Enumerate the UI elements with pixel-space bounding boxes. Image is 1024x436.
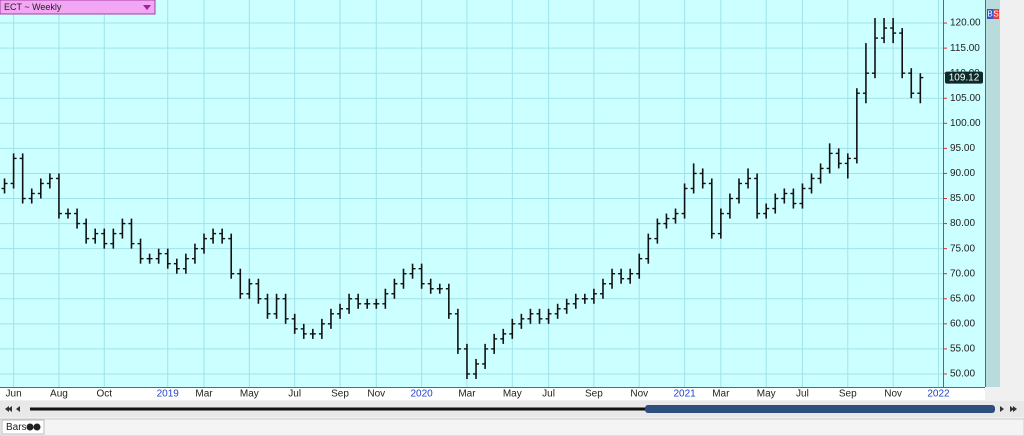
y-tick-label: 75.00	[950, 243, 975, 254]
y-tick-label: 100.00	[950, 118, 981, 129]
bars	[1, 18, 924, 379]
x-tick-label: Sep	[585, 389, 603, 400]
y-tick-label: 70.00	[950, 268, 975, 279]
title-box[interactable]	[0, 0, 156, 15]
y-tick-label: 95.00	[950, 143, 975, 154]
x-tick-label: Mar	[195, 389, 213, 400]
y-tick-label: 90.00	[950, 168, 975, 179]
x-tick-label: Oct	[96, 389, 112, 400]
buy-label: B	[987, 10, 992, 19]
x-tick-label: Jul	[542, 389, 555, 400]
scroll-track	[30, 407, 990, 411]
scroll-left[interactable]	[16, 406, 20, 412]
y-tick-label: 60.00	[950, 318, 975, 329]
side-panel	[985, 0, 1000, 387]
x-tick-label: 2022	[927, 389, 950, 400]
sell-label: S	[993, 10, 998, 19]
x-tick-label: Mar	[458, 389, 476, 400]
chart-title: ECT ~ Weekly	[4, 2, 62, 12]
scroll-start[interactable]	[5, 406, 12, 412]
y-tick-label: 80.00	[950, 218, 975, 229]
tab-icon	[26, 423, 34, 431]
scroll-end[interactable]	[1010, 406, 1017, 412]
x-tick-label: 2019	[157, 389, 180, 400]
dropdown-arrow[interactable]	[143, 5, 151, 10]
y-tick-label: 50.00	[950, 369, 975, 380]
x-tick-label: May	[240, 389, 259, 400]
status-bar	[0, 418, 1024, 436]
x-tick-label: Nov	[630, 389, 648, 400]
x-tick-label: Aug	[50, 389, 68, 400]
x-tick-label: May	[757, 389, 776, 400]
buy-button[interactable]	[987, 9, 993, 19]
last-price-box	[945, 71, 983, 84]
scroll-right[interactable]	[1000, 406, 1004, 412]
x-tick-label: Nov	[367, 389, 385, 400]
grid	[0, 0, 943, 387]
x-tick-label: Jun	[6, 389, 22, 400]
x-tick-label: Mar	[712, 389, 730, 400]
y-tick-label: 85.00	[950, 193, 975, 204]
bars-label: Bars	[6, 422, 27, 433]
scroll-thumb[interactable]	[645, 405, 995, 413]
x-tick-label: Jul	[796, 389, 809, 400]
y-tick-label: 105.00	[950, 93, 981, 104]
last-price-label: 109.12	[949, 73, 980, 84]
x-tick-label: Sep	[839, 389, 857, 400]
y-tick-label: 115.00	[950, 43, 980, 54]
x-tick-label: 2021	[673, 389, 696, 400]
y-tick-label: 120.00	[950, 18, 981, 29]
x-tick-label: 2020	[411, 389, 434, 400]
x-tick-label: Nov	[884, 389, 902, 400]
y-tick-label: 65.00	[950, 293, 975, 304]
axes: 50.00 55.00 60.00 65.00 70.00 75.00 80.00 85.00…	[6, 18, 983, 400]
x-tick-label: May	[503, 389, 522, 400]
bars-tab[interactable]	[1, 419, 45, 435]
x-tick-label: Jul	[288, 389, 301, 400]
tab-icon	[33, 423, 41, 431]
y-tick-label: 55.00	[950, 344, 975, 355]
plot-background	[0, 0, 985, 387]
x-axis-band	[0, 388, 985, 400]
sell-button[interactable]	[993, 9, 999, 19]
x-tick-label: Sep	[331, 389, 349, 400]
